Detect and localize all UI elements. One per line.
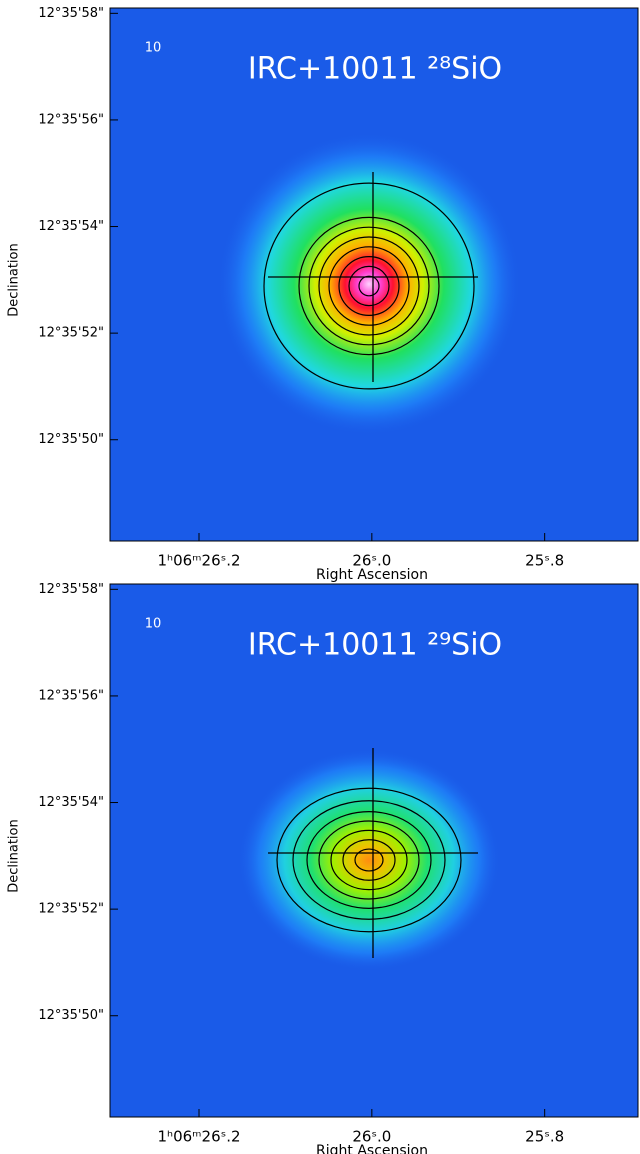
y-tick-label: 12°35'52" (38, 326, 104, 341)
contour (318, 236, 420, 336)
contour (358, 275, 380, 297)
contour (263, 182, 475, 390)
x-tick-label: 1ʰ06ᵐ26ˢ.2 (157, 1128, 240, 1146)
y-tick-label: 12°35'56" (38, 112, 104, 127)
y-tick-label: 12°35'50" (38, 1008, 104, 1023)
contour (348, 265, 390, 307)
x-tick-label: 25ˢ.8 (525, 1128, 564, 1146)
annotation: 10 (145, 617, 162, 632)
contour (328, 246, 410, 326)
x-axis-label: Right Ascension (316, 567, 428, 583)
contour (308, 226, 430, 346)
contour (338, 256, 400, 317)
y-tick-label: 12°35'58" (38, 6, 104, 21)
annotation: 10 (145, 41, 162, 56)
y-tick-label: 12°35'54" (38, 795, 104, 810)
y-tick-label: 12°35'52" (38, 902, 104, 917)
title: IRC+10011 ²⁹SiO (248, 628, 502, 663)
x-tick-label: 25ˢ.8 (525, 552, 564, 570)
y-axis-label: Declination (7, 243, 22, 317)
emission (219, 134, 519, 434)
y-tick-label: 12°35'54" (38, 219, 104, 234)
contour (342, 839, 396, 881)
x-tick-label: 26ˢ.0 (352, 552, 391, 570)
y-axis-label: Declination (7, 819, 22, 893)
contour (276, 787, 462, 933)
contour (298, 216, 440, 356)
contour (292, 800, 446, 920)
frame (109, 583, 639, 1118)
x-axis-label: Right Ascension (316, 1143, 428, 1154)
contour (318, 820, 420, 900)
contour (354, 848, 384, 872)
y-tick-label: 12°35'56" (38, 688, 104, 703)
emission (239, 750, 499, 970)
contour (306, 811, 432, 909)
y-tick-label: 12°35'50" (38, 432, 104, 447)
x-tick-label: 1ʰ06ᵐ26ˢ.2 (157, 552, 240, 570)
contour (330, 829, 408, 891)
frame (109, 7, 639, 542)
x-tick-label: 26ˢ.0 (352, 1128, 391, 1146)
y-tick-label: 12°35'58" (38, 582, 104, 597)
title: IRC+10011 ²⁸SiO (248, 52, 502, 87)
